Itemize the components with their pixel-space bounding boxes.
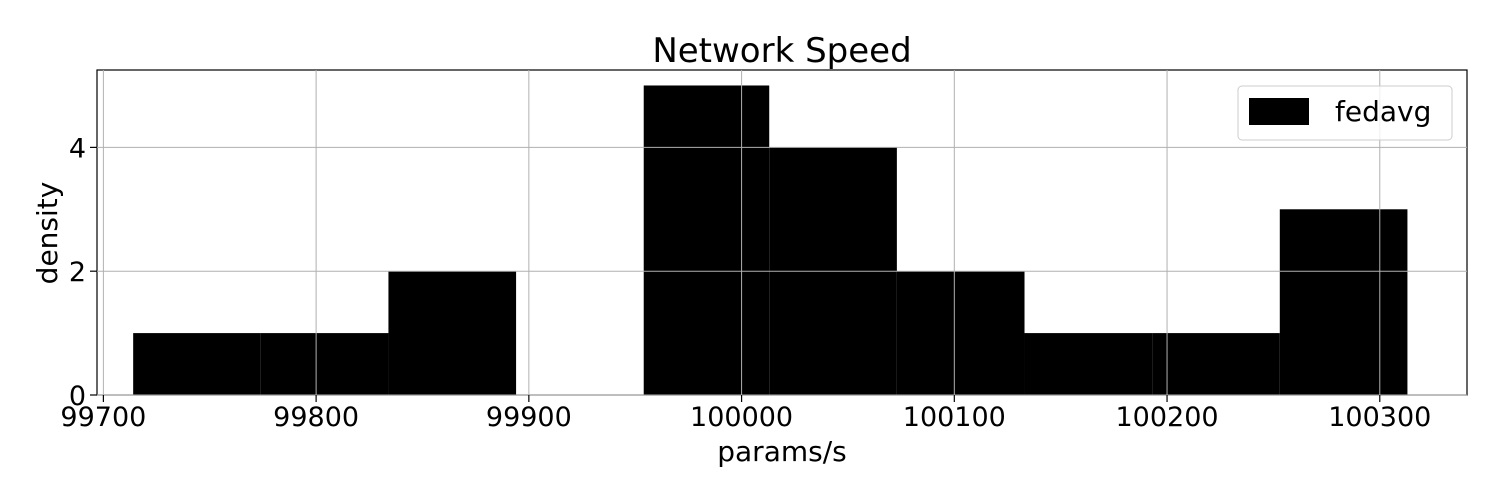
x-tick-label-3: 100000 [690,402,793,433]
histogram-bar-6 [896,271,1025,395]
x-tick-label-1: 99800 [273,402,359,433]
x-tick-label-6: 100300 [1328,402,1431,433]
legend-swatch [1249,98,1309,125]
x-tick-label-2: 99900 [486,402,572,433]
histogram-bar-4 [643,85,770,395]
histogram-bar-1 [260,333,389,395]
histogram-bar-2 [388,271,517,395]
x-tick-label-0: 99700 [60,402,146,433]
legend-label: fedavg [1335,95,1431,128]
bars-layer [133,85,1408,395]
histogram-bar-0 [133,333,261,395]
ticks-layer: 99700 99800 99900 100000 100100 100200 100300 0… [60,133,1431,433]
y-tick-label-2: 4 [69,133,86,164]
x-tick-label-4: 100100 [903,402,1006,433]
y-axis-label: density [31,182,64,285]
y-tick-label-0: 0 [69,381,86,412]
histogram-bar-9 [1279,209,1408,395]
legend: fedavg [1237,85,1453,141]
histogram-bar-8 [1152,333,1280,395]
y-tick-label-1: 2 [69,257,86,288]
x-axis-label: params/s [717,435,847,468]
histogram-bar-7 [1024,333,1153,395]
chart-title: Network Speed [652,31,911,71]
x-tick-label-5: 100200 [1116,402,1219,433]
